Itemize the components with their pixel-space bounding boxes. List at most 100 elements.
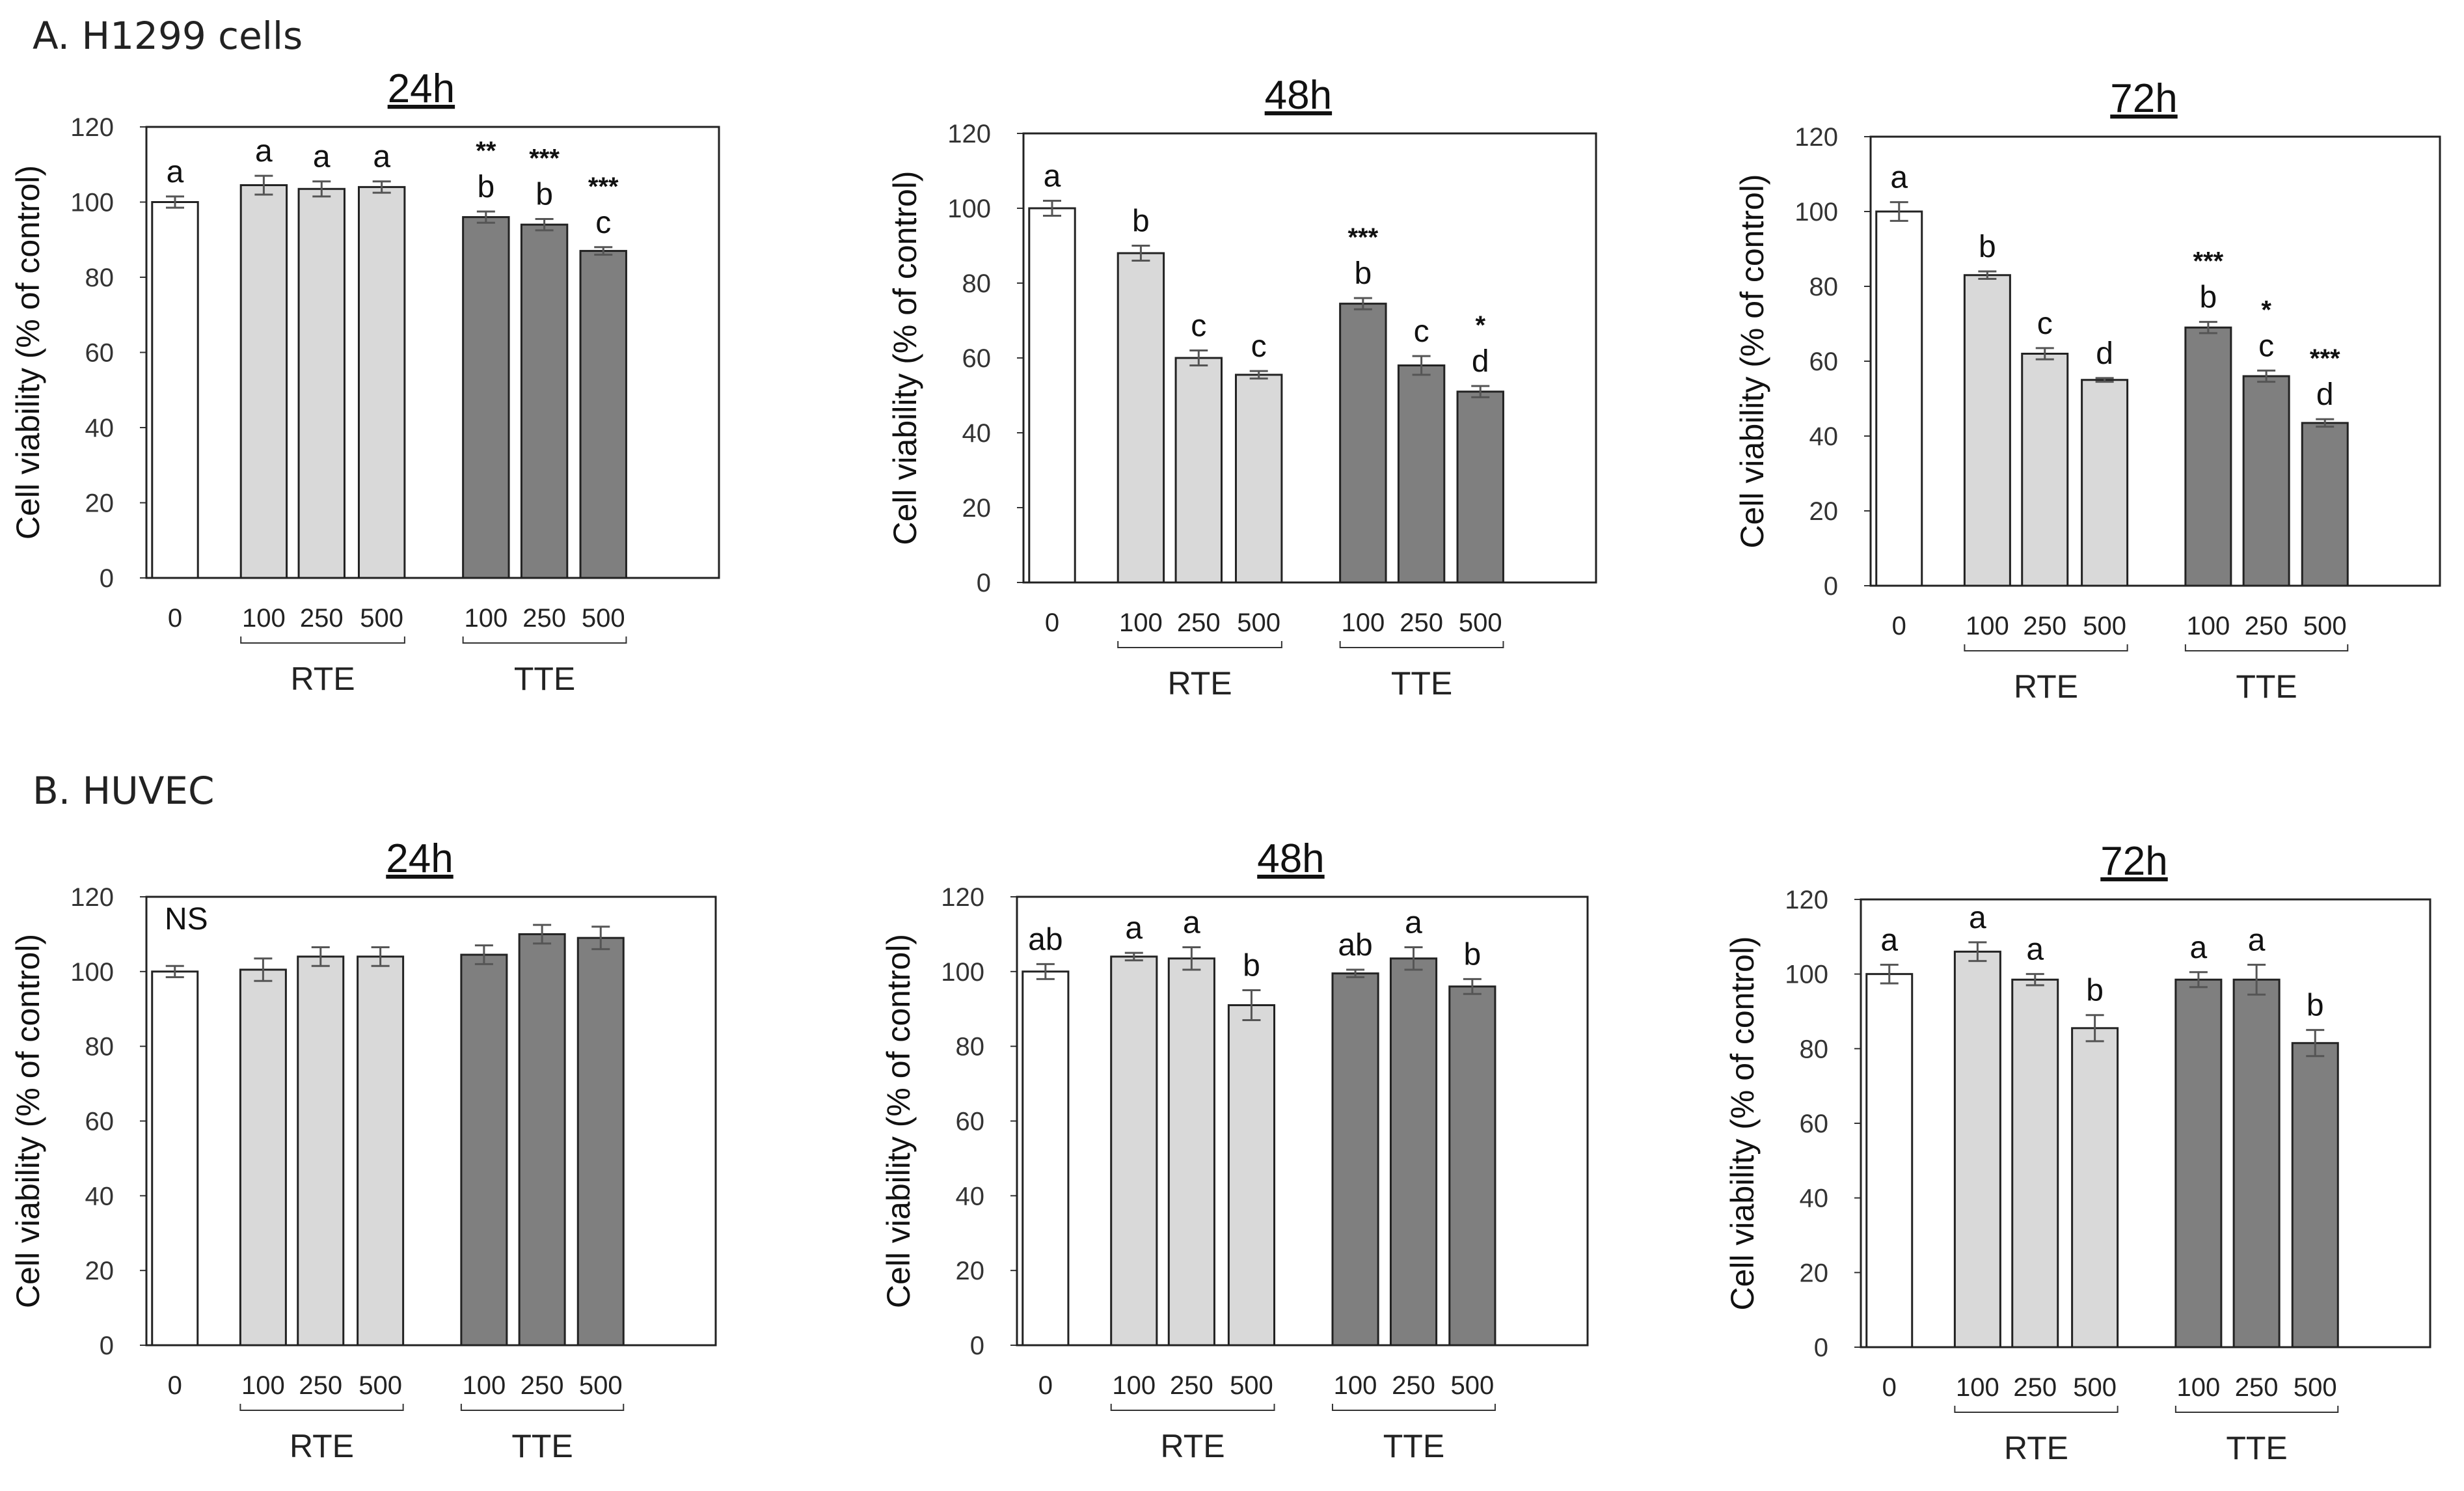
y-tick-label: 0 xyxy=(977,569,991,597)
significance-stars: *** xyxy=(588,172,619,201)
significance-letter: c xyxy=(2258,329,2274,363)
y-tick-label: 40 xyxy=(85,414,115,443)
x-tick-label: 250 xyxy=(2013,1373,2057,1402)
bar xyxy=(1339,303,1387,584)
bar xyxy=(2011,978,2059,1348)
rte-bracket xyxy=(1117,641,1282,648)
chart-panel-3: 72h Cell viability (% of control) 0 20 40 60 8… xyxy=(1734,76,2441,705)
x-tick-label: 0 xyxy=(168,604,182,633)
x-tick-label: 500 xyxy=(1450,1371,1494,1400)
bar xyxy=(239,968,287,1347)
y-tick-label: 40 xyxy=(1809,422,1839,451)
significance-stars: * xyxy=(1475,311,1485,340)
rte-bracket xyxy=(1964,644,2128,651)
significance-letter: c xyxy=(1414,314,1429,349)
y-tick-label: 20 xyxy=(85,1257,115,1285)
y-tick-label: 20 xyxy=(962,494,992,523)
x-tick-label: 0 xyxy=(168,1371,182,1400)
bar xyxy=(1167,957,1215,1347)
significance-letter: b xyxy=(1463,937,1481,972)
bar xyxy=(1389,957,1438,1347)
significance-letter: b xyxy=(2307,989,2324,1023)
x-tick-label: 500 xyxy=(1237,609,1280,637)
tte-bracket xyxy=(462,636,627,644)
significance-stars: *** xyxy=(529,144,560,172)
x-tick-label: 100 xyxy=(1112,1371,1156,1400)
significance-letter: d xyxy=(2096,336,2113,371)
rte-group-label: RTE xyxy=(2014,668,2078,705)
x-tick-label: 250 xyxy=(300,604,344,633)
significance-stars: *** xyxy=(2310,344,2340,373)
panel-title: 48h xyxy=(1265,73,1332,118)
plot-frame xyxy=(145,896,717,1347)
y-tick-label: 80 xyxy=(85,1033,115,1061)
bar xyxy=(2242,375,2290,587)
rte-group-label: RTE xyxy=(290,661,355,697)
y-axis-label: Cell viability (% of control) xyxy=(887,171,923,545)
ns-note: NS xyxy=(165,902,208,937)
significance-letter: a xyxy=(2026,933,2044,967)
y-tick-label: 60 xyxy=(956,1108,985,1136)
chart-panel-4: 24h Cell viability (% of control) 0 20 40 60 8… xyxy=(10,836,717,1464)
bar xyxy=(239,184,288,579)
x-tick-label: 500 xyxy=(2083,612,2126,640)
significance-letter: ab xyxy=(1028,922,1063,957)
bar xyxy=(2071,1027,2119,1348)
panel-title: 72h xyxy=(2100,839,2167,884)
bar xyxy=(357,955,405,1347)
significance-letter: ab xyxy=(1338,928,1372,963)
rte-bracket xyxy=(1110,1404,1275,1411)
significance-letter: d xyxy=(2316,377,2334,412)
significance-letter: b xyxy=(1132,204,1150,239)
significance-letter: b xyxy=(535,177,553,212)
x-tick-label: 250 xyxy=(2245,612,2288,640)
rte-group-label: RTE xyxy=(1161,1428,1225,1464)
x-tick-label: 100 xyxy=(1119,609,1163,637)
y-tick-label: 80 xyxy=(962,269,992,298)
significance-stars: *** xyxy=(1347,223,1378,252)
y-tick-label: 100 xyxy=(70,958,114,987)
tte-group-label: TTE xyxy=(2236,668,2297,705)
bar xyxy=(520,223,569,579)
x-tick-label: 500 xyxy=(2303,612,2347,640)
y-tick-label: 80 xyxy=(1809,273,1839,301)
y-tick-label: 80 xyxy=(956,1033,985,1061)
tte-group-label: TTE xyxy=(514,661,575,697)
chart-panel-5: 48h Cell viability (% of control) 0 20 40 60 8… xyxy=(880,836,1589,1464)
x-tick-label: 250 xyxy=(1170,1371,1213,1400)
x-tick-label: 250 xyxy=(2235,1373,2279,1402)
bar xyxy=(1331,972,1379,1347)
y-tick-label: 60 xyxy=(85,1108,115,1136)
y-tick-label: 20 xyxy=(1809,497,1839,526)
bar xyxy=(151,201,199,579)
y-tick-label: 120 xyxy=(1785,886,1828,914)
x-tick-label: 100 xyxy=(1966,612,2009,640)
section-label-b: B. HUVEC xyxy=(33,769,215,813)
significance-letter: d xyxy=(1472,344,1489,379)
x-tick-label: 100 xyxy=(464,604,508,633)
significance-letter: c xyxy=(1191,309,1206,344)
y-tick-label: 0 xyxy=(1814,1334,1828,1362)
tte-group-label: TTE xyxy=(1391,665,1452,702)
rte-bracket xyxy=(240,636,405,644)
y-tick-label: 120 xyxy=(947,120,991,148)
significance-letter: a xyxy=(313,140,331,174)
panel-title: 24h xyxy=(386,836,453,881)
rte-group-label: RTE xyxy=(290,1428,354,1464)
panel-title: 24h xyxy=(388,66,455,111)
plot-frame xyxy=(1860,898,2431,1348)
significance-letter: a xyxy=(1044,159,1061,194)
chart-panel-1: 24h Cell viability (% of control) 0 20 40 60 8… xyxy=(10,66,720,697)
y-axis-label: Cell viability (% of control) xyxy=(10,934,46,1308)
bar xyxy=(1174,357,1223,584)
bar xyxy=(2301,422,2349,587)
x-tick-label: 500 xyxy=(360,604,403,633)
x-tick-label: 0 xyxy=(1045,609,1059,637)
tte-bracket xyxy=(1331,1404,1496,1411)
bar xyxy=(1865,973,1914,1348)
bar xyxy=(2184,326,2232,587)
y-tick-label: 120 xyxy=(941,883,984,912)
y-tick-label: 120 xyxy=(70,113,114,142)
y-tick-label: 100 xyxy=(941,958,984,987)
